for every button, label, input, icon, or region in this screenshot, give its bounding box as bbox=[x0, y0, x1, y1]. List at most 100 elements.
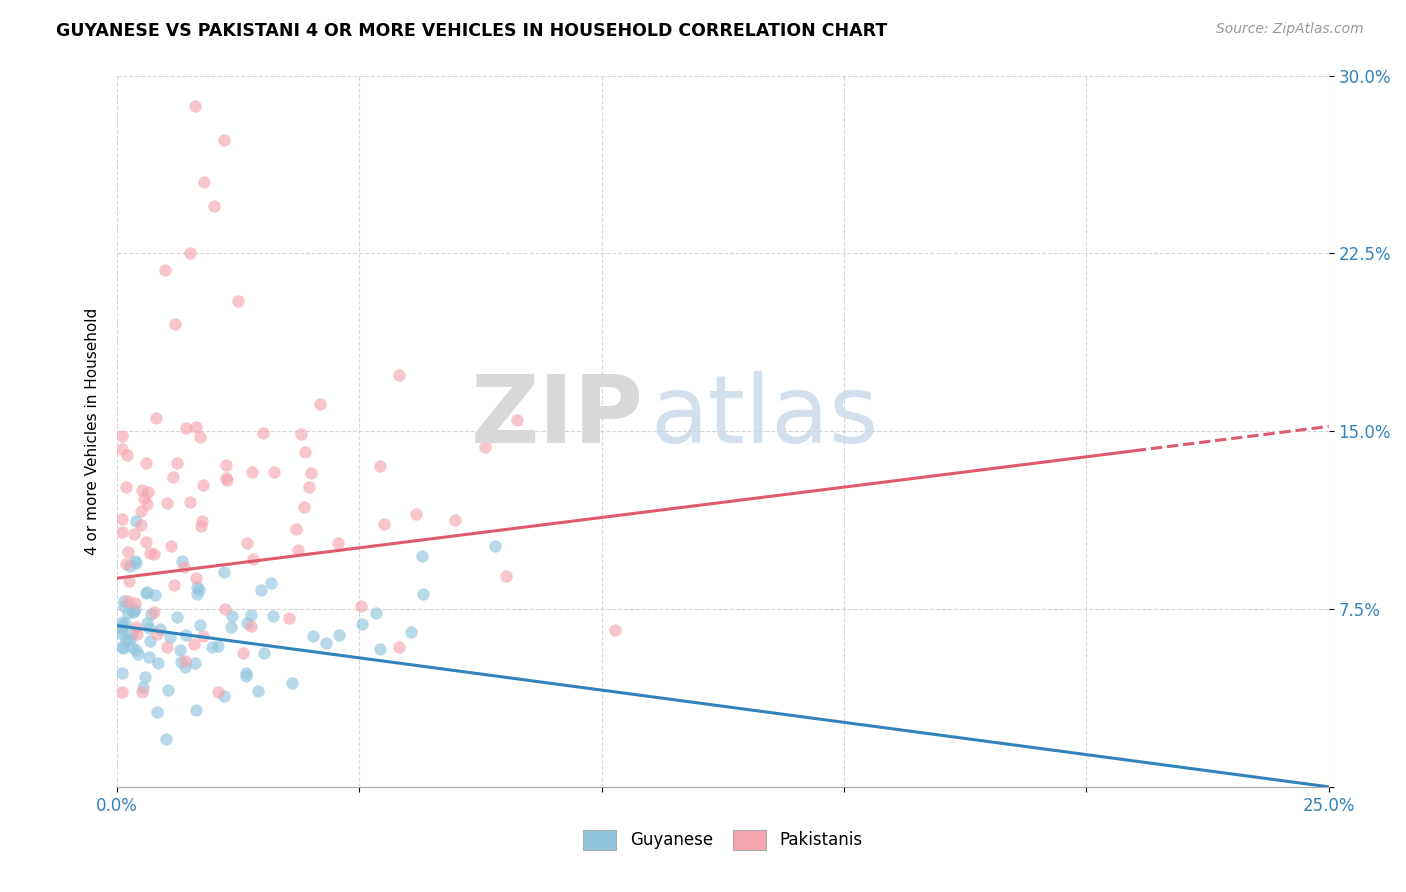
Point bbox=[146, 656, 169, 670]
Point bbox=[187, 582, 209, 597]
Point bbox=[127, 647, 149, 661]
Point bbox=[217, 473, 239, 487]
Point bbox=[121, 640, 143, 654]
Point bbox=[111, 627, 134, 641]
Point bbox=[120, 632, 142, 646]
Point bbox=[603, 623, 626, 637]
Point bbox=[186, 580, 208, 594]
Point bbox=[368, 641, 391, 656]
Point bbox=[179, 246, 201, 260]
Point bbox=[124, 604, 146, 618]
Point bbox=[174, 660, 197, 674]
Point bbox=[111, 512, 134, 526]
Point bbox=[117, 448, 139, 462]
Point bbox=[299, 466, 322, 480]
Point bbox=[145, 411, 167, 425]
Point bbox=[142, 605, 165, 619]
Point bbox=[166, 609, 188, 624]
Point bbox=[173, 654, 195, 668]
Point bbox=[240, 465, 263, 479]
Point bbox=[328, 536, 350, 550]
Point bbox=[328, 628, 350, 642]
Point bbox=[135, 535, 157, 549]
Point bbox=[190, 519, 212, 533]
Point bbox=[114, 557, 136, 571]
Point bbox=[170, 554, 193, 568]
Point bbox=[114, 616, 136, 631]
Point bbox=[170, 655, 193, 669]
Point bbox=[111, 618, 134, 632]
Point bbox=[183, 637, 205, 651]
Point bbox=[186, 420, 208, 434]
Point bbox=[166, 456, 188, 470]
Point bbox=[132, 491, 155, 505]
Point bbox=[186, 571, 208, 585]
Point bbox=[156, 682, 179, 697]
Point bbox=[138, 621, 160, 635]
Point bbox=[412, 587, 434, 601]
Point bbox=[193, 175, 215, 189]
Point bbox=[186, 587, 208, 601]
Point bbox=[232, 646, 254, 660]
Point bbox=[132, 680, 155, 694]
Point bbox=[302, 629, 325, 643]
Point bbox=[159, 539, 181, 553]
Point bbox=[294, 444, 316, 458]
Point bbox=[474, 441, 496, 455]
Point bbox=[388, 368, 411, 382]
Point bbox=[117, 594, 139, 608]
Point bbox=[131, 483, 153, 497]
Point bbox=[165, 318, 187, 332]
Legend: Guyanese, Pakistanis: Guyanese, Pakistanis bbox=[576, 823, 869, 856]
Point bbox=[136, 484, 159, 499]
Point bbox=[186, 703, 208, 717]
Point bbox=[135, 497, 157, 511]
Point bbox=[174, 421, 197, 435]
Point bbox=[124, 554, 146, 568]
Point bbox=[240, 619, 263, 633]
Point bbox=[135, 586, 157, 600]
Point bbox=[138, 634, 160, 648]
Point bbox=[315, 636, 337, 650]
Point bbox=[111, 524, 134, 539]
Point bbox=[122, 605, 145, 619]
Point bbox=[226, 293, 249, 308]
Point bbox=[136, 584, 159, 599]
Point bbox=[191, 514, 214, 528]
Point bbox=[111, 641, 134, 656]
Point bbox=[188, 618, 211, 632]
Point bbox=[111, 622, 134, 636]
Point bbox=[156, 496, 179, 510]
Point bbox=[117, 607, 139, 621]
Point bbox=[173, 560, 195, 574]
Point bbox=[141, 607, 163, 621]
Point bbox=[262, 609, 284, 624]
Point bbox=[309, 397, 332, 411]
Point bbox=[131, 685, 153, 699]
Point bbox=[215, 458, 238, 472]
Point bbox=[146, 705, 169, 719]
Point bbox=[111, 685, 134, 699]
Point bbox=[212, 132, 235, 146]
Point bbox=[247, 683, 270, 698]
Point bbox=[179, 495, 201, 509]
Text: ZIP: ZIP bbox=[471, 371, 644, 463]
Point bbox=[124, 596, 146, 610]
Point bbox=[250, 582, 273, 597]
Point bbox=[121, 627, 143, 641]
Point bbox=[292, 500, 315, 515]
Point bbox=[169, 643, 191, 657]
Point bbox=[214, 602, 236, 616]
Point bbox=[114, 480, 136, 494]
Point bbox=[263, 466, 285, 480]
Point bbox=[235, 669, 257, 683]
Point bbox=[298, 480, 321, 494]
Point bbox=[111, 666, 134, 681]
Point bbox=[411, 549, 433, 564]
Point bbox=[112, 599, 135, 613]
Point bbox=[284, 522, 307, 536]
Point bbox=[277, 611, 299, 625]
Point bbox=[207, 639, 229, 653]
Point bbox=[183, 99, 205, 113]
Point bbox=[156, 640, 179, 654]
